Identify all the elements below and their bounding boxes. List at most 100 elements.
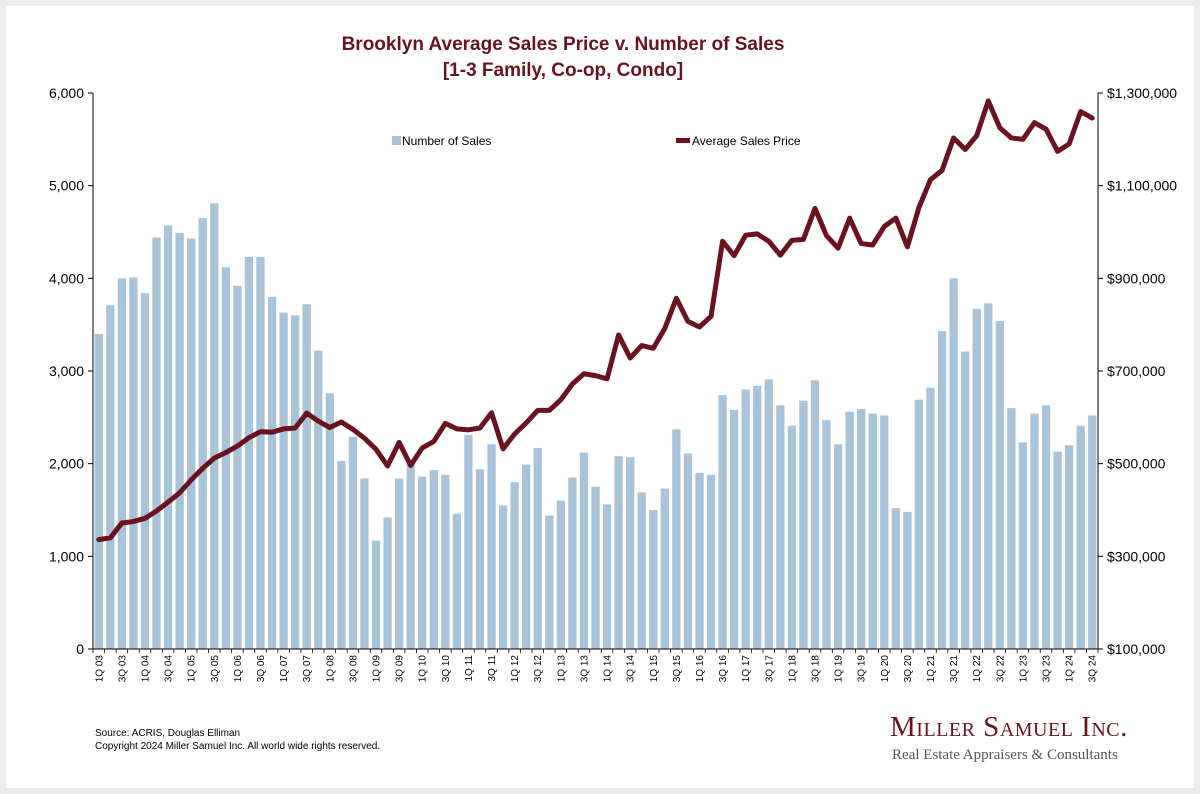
left-tick-label: 0 xyxy=(76,641,84,657)
sales-bar xyxy=(140,293,150,649)
sales-bar xyxy=(741,389,750,649)
sales-bar xyxy=(291,315,300,649)
sales-bar xyxy=(764,379,773,649)
sales-bar xyxy=(256,257,265,649)
sales-bar xyxy=(868,413,877,649)
sales-bar xyxy=(706,474,716,649)
left-tick-label: 6,000 xyxy=(49,85,84,101)
sales-bar xyxy=(857,408,866,649)
price-line-layer xyxy=(96,98,1095,543)
sales-bar xyxy=(649,510,658,649)
company-logo-name: Miller Samuel Inc. xyxy=(890,711,1128,743)
sales-bar xyxy=(1053,451,1062,649)
sales-bar xyxy=(753,385,762,649)
copyright-note: Copyright 2024 Miller Samuel Inc. All wo… xyxy=(95,741,381,752)
sales-bar xyxy=(1076,425,1085,649)
sales-bar xyxy=(1030,413,1039,649)
sales-bar xyxy=(568,477,577,649)
sales-bar xyxy=(984,303,993,649)
sales-bar xyxy=(1064,445,1074,649)
axes: 0 1,000 2,000 3,000 4,000 5,000 6,000 $100,000 $… xyxy=(49,85,1177,682)
sales-bar xyxy=(626,457,635,649)
sales-bar xyxy=(891,508,901,649)
sales-bars xyxy=(94,203,1097,650)
sales-bar xyxy=(106,305,115,649)
sales-bar xyxy=(718,395,727,649)
legend-swatch-sales xyxy=(392,136,401,145)
sales-bar xyxy=(406,464,415,649)
sales-bar xyxy=(117,278,127,649)
sales-bar xyxy=(302,304,311,649)
x-tick-label: 3Q 16 xyxy=(718,655,729,683)
sales-bar xyxy=(464,434,473,649)
x-tick-label: 1Q 03 xyxy=(94,655,105,683)
legend-label-price: Average Sales Price xyxy=(692,134,801,148)
x-tick-label: 1Q 05 xyxy=(187,655,198,683)
x-tick-label: 3Q 19 xyxy=(857,655,868,683)
sales-bar xyxy=(591,486,600,649)
x-tick-label: 3Q 21 xyxy=(949,655,960,683)
x-tick-label: 1Q 19 xyxy=(834,655,845,683)
sales-bar xyxy=(487,444,496,649)
x-tick-label: 1Q 04 xyxy=(140,655,151,683)
chart-subtitle: [1-3 Family, Co-op, Condo] xyxy=(443,60,683,81)
left-tick-label: 4,000 xyxy=(49,270,84,286)
sales-bar xyxy=(545,515,554,649)
right-tick-label: $1,300,000 xyxy=(1107,85,1177,101)
x-tick-label: 3Q 14 xyxy=(626,655,637,683)
x-tick-label: 3Q 17 xyxy=(764,655,775,683)
sales-bar xyxy=(383,517,392,649)
sales-bar xyxy=(660,488,669,649)
sales-bar xyxy=(1041,405,1051,649)
sales-bar xyxy=(498,505,508,649)
left-tick-label: 1,000 xyxy=(49,548,84,564)
sales-bar xyxy=(833,444,843,649)
sales-bar xyxy=(937,331,947,649)
left-tick-label: 2,000 xyxy=(49,456,84,472)
x-tick-label: 3Q 24 xyxy=(1088,655,1099,683)
x-tick-label: 1Q 17 xyxy=(741,655,752,683)
x-tick-label: 1Q 14 xyxy=(603,655,614,683)
sales-bar xyxy=(522,464,531,649)
sales-bar xyxy=(210,203,219,649)
sales-bar xyxy=(914,399,924,649)
sales-bar xyxy=(337,460,346,649)
sales-bar xyxy=(152,237,161,649)
sales-bar xyxy=(429,470,438,649)
sales-bar xyxy=(926,387,935,649)
sales-bar xyxy=(845,411,854,649)
x-tick-label: 3Q 20 xyxy=(903,655,914,683)
left-tick-label: 3,000 xyxy=(49,363,84,379)
x-tick-label: 3Q 23 xyxy=(1042,655,1053,683)
sales-bar xyxy=(418,476,427,649)
x-tick-label: 3Q 05 xyxy=(210,655,221,683)
x-tick-label: 3Q 22 xyxy=(995,655,1006,683)
x-tick-label: 1Q 08 xyxy=(325,655,336,683)
x-tick-label: 3Q 12 xyxy=(533,655,544,683)
sales-bar xyxy=(452,513,462,649)
sales-bar xyxy=(475,469,485,649)
chart-frame: Brooklyn Average Sales Price v. Number o… xyxy=(6,6,1194,788)
right-tick-label: $300,000 xyxy=(1107,548,1166,564)
sales-bar xyxy=(729,409,739,649)
sales-bar xyxy=(672,429,681,649)
chart-title: Brooklyn Average Sales Price v. Number o… xyxy=(342,34,785,55)
sales-bar xyxy=(776,405,785,649)
sales-bar xyxy=(787,425,797,649)
company-logo-tagline: Real Estate Appraisers & Consultants xyxy=(892,747,1118,763)
sales-bar xyxy=(360,478,369,649)
x-tick-label: 1Q 10 xyxy=(418,655,429,683)
sales-bar xyxy=(187,238,196,650)
sales-bar xyxy=(972,308,981,649)
sales-bar xyxy=(822,420,831,649)
sales-bar xyxy=(441,474,450,649)
sales-bar xyxy=(903,511,912,649)
x-tick-label: 3Q 10 xyxy=(441,655,452,683)
x-tick-label: 1Q 07 xyxy=(279,655,290,683)
sales-bar xyxy=(695,472,704,649)
sales-bar xyxy=(279,312,288,649)
sales-bar xyxy=(244,257,254,649)
sales-bar xyxy=(533,447,542,649)
x-tick-label: 1Q 15 xyxy=(649,655,660,683)
sales-bar xyxy=(129,277,138,649)
